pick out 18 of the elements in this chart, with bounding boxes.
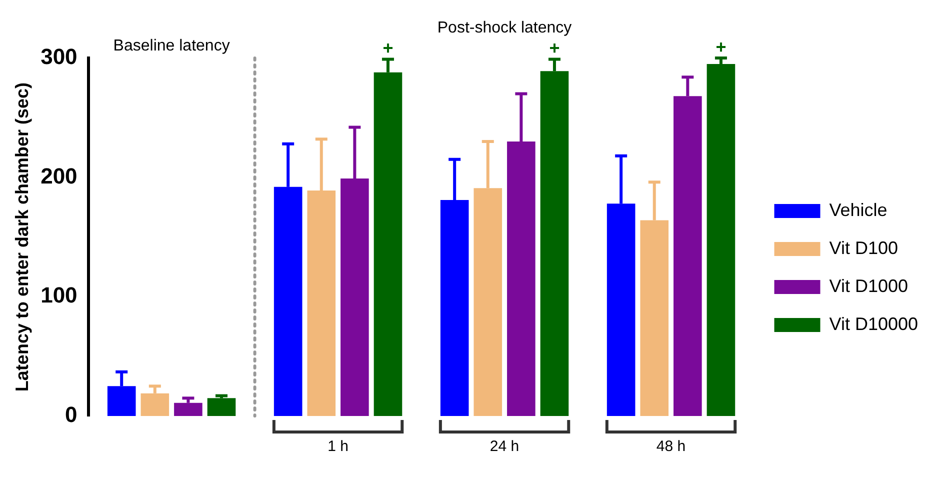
x-tick-label: 1 h [328, 438, 348, 456]
y-tick-label: 300 [40, 44, 78, 70]
legend-label: Vehicle [829, 200, 888, 220]
y-tick-label: 200 [40, 163, 78, 188]
legend-label: Vit D10000 [829, 314, 918, 334]
y-tick-label: 0 [65, 402, 78, 428]
y-axis-title: Latency to enter dark chamber (sec) [12, 82, 32, 392]
legend-label: Vit D100 [829, 238, 898, 258]
text: Post-shock latency [437, 19, 572, 36]
annotation: + [716, 36, 726, 57]
x-tick-label: 24 h [490, 438, 520, 456]
legend-label: Vit D1000 [829, 276, 908, 296]
annotation: + [382, 38, 394, 58]
bar [207, 398, 236, 416]
annotation: + [549, 38, 560, 58]
y-tick-label: 100 [40, 282, 78, 308]
text: Baseline latency [113, 37, 230, 54]
x-tick-label: 48 h [656, 438, 686, 456]
